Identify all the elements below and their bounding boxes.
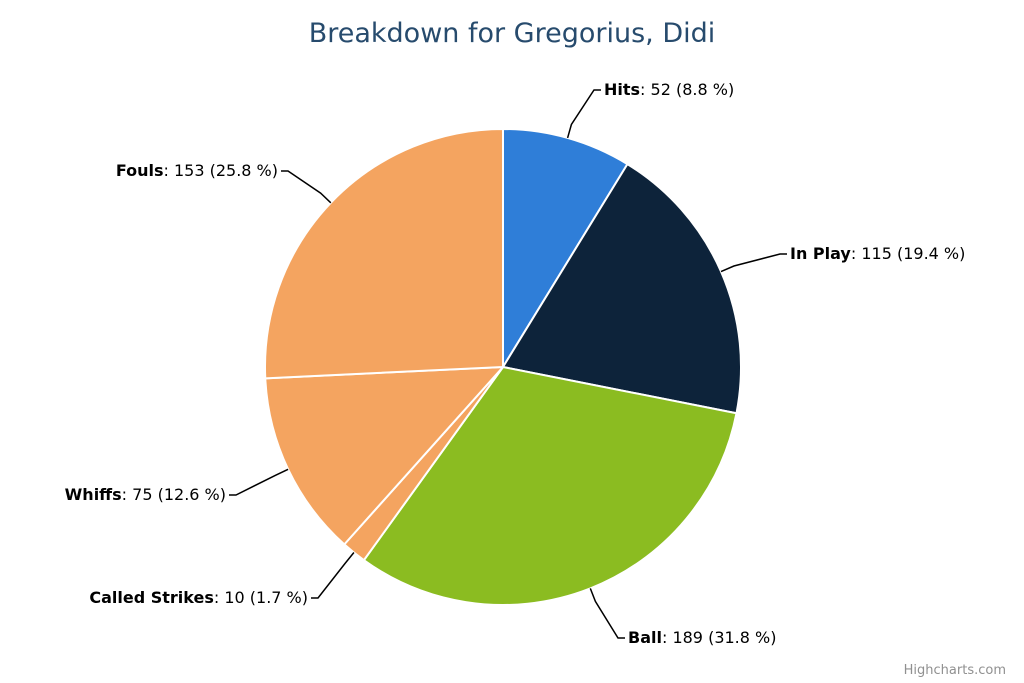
data-label-called-strikes: Called Strikes: 10 (1.7 %) [89, 588, 308, 607]
data-label-name: In Play [790, 244, 851, 263]
data-label-in-play: In Play: 115 (19.4 %) [790, 244, 965, 263]
data-label-value: : 75 (12.6 %) [122, 485, 226, 504]
data-label-value: : 115 (19.4 %) [851, 244, 966, 263]
credits-link[interactable]: Highcharts.com [904, 663, 1006, 678]
data-label-whiffs: Whiffs: 75 (12.6 %) [65, 485, 226, 504]
data-label-ball: Ball: 189 (31.8 %) [628, 628, 776, 647]
pie-labels: Hits: 52 (8.8 %) In Play: 115 (19.4 %) Bal… [65, 80, 966, 647]
data-label-name: Ball [628, 628, 662, 647]
pie-slice-in-play[interactable] [502, 163, 742, 415]
label-connector [229, 468, 289, 496]
data-label-value: : 10 (1.7 %) [214, 588, 308, 607]
data-label-name: Hits [604, 80, 640, 99]
data-label-hits: Hits: 52 (8.8 %) [604, 80, 734, 99]
pie-slice-whiffs[interactable] [264, 366, 504, 546]
label-connector [311, 552, 355, 599]
data-label-fouls: Fouls: 153 (25.8 %) [116, 161, 278, 180]
data-label-value: : 52 (8.8 %) [640, 80, 734, 99]
label-connector [589, 588, 625, 639]
pie-slice-hits[interactable] [502, 128, 629, 368]
data-label-value: : 153 (25.8 %) [164, 161, 279, 180]
label-connector [566, 89, 601, 139]
label-connector [281, 170, 332, 204]
pie-slices [264, 128, 742, 607]
data-label-name: Whiffs [65, 485, 122, 504]
chart-title: Breakdown for Gregorius, Didi [309, 18, 716, 49]
pie-slice-fouls[interactable] [264, 128, 504, 380]
label-connector [720, 253, 787, 273]
data-label-value: : 189 (31.8 %) [662, 628, 777, 647]
data-label-name: Fouls [116, 161, 164, 180]
data-label-name: Called Strikes [89, 588, 214, 607]
